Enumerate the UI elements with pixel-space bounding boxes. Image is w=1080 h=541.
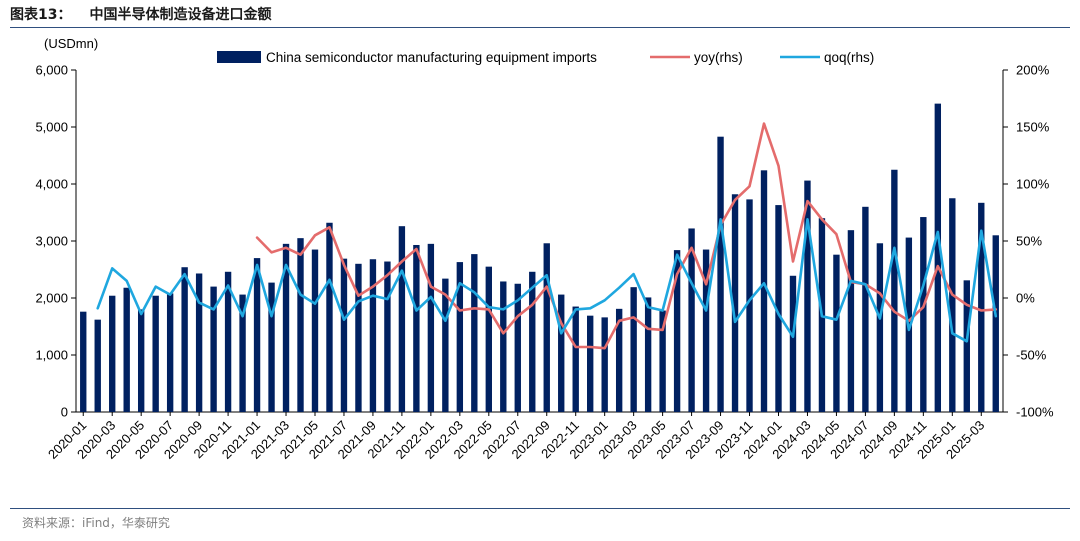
bar	[543, 243, 550, 412]
right-tick-label: -50%	[1016, 348, 1047, 363]
bar	[630, 287, 637, 412]
bar	[442, 278, 449, 412]
bar	[253, 258, 261, 412]
legend-label-imports: China semiconductor manufacturing equipm…	[266, 50, 597, 65]
bar	[615, 308, 623, 412]
bar	[94, 319, 101, 412]
bar	[920, 217, 927, 412]
figure-title: 图表13： 中国半导体制造设备进口金额	[10, 4, 271, 24]
bar	[558, 294, 565, 412]
bar	[673, 250, 681, 412]
bar	[963, 280, 970, 412]
bar	[427, 243, 435, 412]
right-tick-label: 200%	[1016, 63, 1050, 78]
bar	[514, 283, 521, 412]
bar	[413, 244, 420, 412]
right-tick-label: -100%	[1016, 405, 1054, 420]
left-tick-label: 4,000	[35, 177, 68, 192]
left-tick-label: 5,000	[35, 120, 68, 135]
source-note: 资料来源：iFind，华泰研究	[22, 516, 170, 530]
bar	[398, 226, 406, 412]
bar	[572, 306, 579, 412]
qoq-line	[96, 218, 998, 343]
yoy-line	[255, 122, 998, 350]
bar	[195, 273, 203, 412]
bar	[804, 180, 811, 412]
bar	[224, 271, 232, 412]
bar	[239, 294, 246, 412]
bar	[311, 249, 319, 412]
bar	[297, 238, 304, 412]
bar	[109, 295, 116, 412]
bar	[833, 254, 840, 412]
bar	[601, 317, 608, 412]
bar	[717, 136, 724, 412]
bar	[659, 310, 666, 412]
legend-label-yoy: yoy(rhs)	[694, 50, 743, 65]
bar	[702, 249, 710, 412]
figure-label: 图表13：	[10, 7, 72, 23]
bar	[369, 259, 377, 412]
left-tick-label: 6,000	[35, 63, 68, 78]
bar	[268, 282, 275, 412]
figure-title-text: 中国半导体制造设备进口金额	[89, 7, 272, 23]
bar	[80, 311, 87, 412]
bar	[210, 286, 217, 412]
bar	[529, 271, 536, 412]
bar	[876, 243, 884, 412]
left-tick-label: 2,000	[35, 291, 68, 306]
right-tick-label: 150%	[1016, 120, 1050, 135]
bar	[384, 261, 391, 412]
bar	[760, 170, 768, 412]
right-tick-label: 100%	[1016, 177, 1050, 192]
bar	[731, 194, 739, 412]
bar	[644, 297, 652, 412]
bar	[746, 199, 753, 412]
bottom-rule	[10, 508, 1070, 509]
bar	[181, 267, 188, 412]
bar	[340, 258, 348, 412]
bar	[123, 287, 130, 412]
bar	[355, 263, 362, 412]
bar	[471, 254, 478, 412]
right-tick-label: 0%	[1016, 291, 1035, 306]
legend-swatch-imports	[217, 51, 261, 63]
bar	[891, 169, 898, 412]
bar	[326, 222, 333, 412]
bar	[862, 206, 869, 412]
right-tick-label: 50%	[1016, 234, 1042, 249]
bar	[500, 281, 507, 412]
bar	[992, 235, 999, 412]
bar	[847, 230, 855, 412]
bar	[456, 262, 464, 412]
bar	[789, 275, 797, 412]
bar	[775, 205, 782, 412]
bar	[949, 198, 956, 412]
left-tick-label: 3,000	[35, 234, 68, 249]
bar	[485, 266, 492, 412]
bar	[934, 103, 942, 412]
bar	[587, 315, 594, 412]
left-tick-label: 0	[61, 405, 68, 420]
top-rule	[10, 27, 1070, 28]
left-tick-label: 1,000	[35, 348, 68, 363]
legend-label-qoq: qoq(rhs)	[824, 50, 874, 65]
left-axis-units: (USDmn)	[44, 36, 98, 51]
bar	[152, 295, 159, 412]
bar	[137, 309, 145, 412]
bar	[978, 202, 985, 412]
bar	[166, 293, 174, 412]
bar	[688, 228, 695, 412]
bar	[282, 243, 290, 412]
